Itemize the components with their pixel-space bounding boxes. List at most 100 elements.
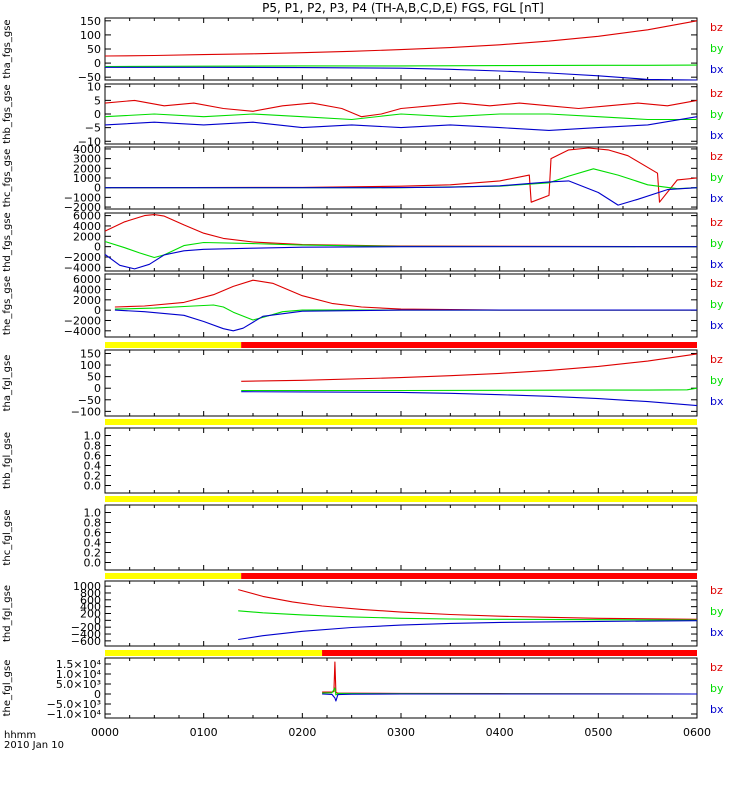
status-bar [105,419,697,425]
legend-by: by [710,374,724,387]
y-axis-label: the_fgl_gse [2,660,13,717]
y-tick-label: 0.0 [84,480,102,493]
legend-bx: bx [710,395,724,408]
series-group [104,99,698,131]
series-line-bz [322,661,698,695]
y-tick-label: 0 [94,57,101,70]
y-tick-label: −4000 [64,261,101,274]
y-axis-label: thb_fgs_gse [2,84,13,143]
y-tick-label: 5 [94,94,101,107]
plot-title: P5, P1, P2, P3, P4 (TH-A,B,C,D,E) FGS, F… [262,1,544,15]
x-tick-label: 0300 [387,726,415,739]
legend-bz: bz [710,661,723,674]
x-tick-label: 0400 [486,726,514,739]
legend-by: by [710,298,724,311]
y-axis-label: the_fgs_gse [2,276,13,335]
y-axis-label: thc_fgl_gse [2,509,13,565]
series-group [104,147,698,206]
series-group [322,661,698,702]
y-tick-label: 3000 [73,153,101,166]
y-tick-label: 0.8 [84,517,102,530]
series-line-by [114,304,697,321]
y-tick-label: 0.2 [84,547,102,560]
y-tick-label: −200 [71,621,101,634]
status-bar [105,496,697,502]
series-line-bx [322,693,697,702]
panel-frame [104,657,698,719]
y-tick-label: 0 [94,614,101,627]
y-axis-label: thd_fgl_gse [2,585,13,642]
y-tick-label: 0 [94,241,101,254]
legend-bx: bx [710,192,724,205]
y-tick-label: −5 [85,122,101,135]
series-line-bx [105,66,698,81]
legend-bz: bz [710,150,723,163]
y-tick-label: 50 [87,43,101,56]
series-group [104,20,698,81]
series-line-bz [104,20,698,57]
legend-bz: bz [710,216,723,229]
series-line-by [104,113,697,121]
status-bar-ok [105,342,242,348]
y-tick-label: 1.0×10⁴ [56,668,102,681]
legend-bx: bx [710,319,724,332]
date-label: 2010 Jan 10 [4,740,64,751]
y-axis-label: tha_fgs_gse [2,19,13,78]
y-tick-label: −1.0×10⁴ [47,708,102,721]
panel-frame [104,146,698,210]
y-tick-label: 800 [80,587,101,600]
series-line-bx [105,180,698,206]
legend-bz: bz [710,21,723,34]
legend-bx: bx [710,626,724,639]
y-tick-label: −400 [71,628,101,641]
y-tick-label: 0 [94,304,101,317]
legend-bz: bz [710,584,723,597]
y-axis-label: thc_fgs_gse [2,149,13,208]
status-bar-ok [105,573,242,579]
y-tick-label: 150 [80,15,101,28]
y-tick-label: 4000 [73,143,101,156]
series-line-by [104,64,698,68]
series-line-bx [114,309,697,332]
y-tick-label: 100 [80,29,101,42]
legend-bx: bx [710,258,724,271]
series-line-bx [104,246,697,270]
y-tick-label: 0.0 [84,557,102,570]
x-axis: 0000 0100 0200 0300 0400 0500 0600 [91,726,711,739]
status-bar-ok [105,496,697,502]
status-bar-flag [322,650,697,656]
y-tick-label: −1000 [64,191,101,204]
x-tick-label: 0500 [584,726,612,739]
y-tick-label: −4000 [64,325,101,338]
y-tick-label: −5.0×10³ [47,698,101,711]
x-tick-label: 0100 [190,726,218,739]
series-line-bz [241,353,698,382]
y-axis-label: thb_fgl_gse [2,432,13,489]
y-tick-label: 2000 [73,294,101,307]
y-tick-label: −2000 [64,314,101,327]
series-line-bx [104,116,698,131]
y-tick-label: 100 [80,359,101,372]
legend-by: by [710,108,724,121]
panel-frame [104,580,698,647]
legend-by: by [710,171,724,184]
y-tick-label: 1.5×10⁴ [56,658,102,671]
legend-by: by [710,682,724,695]
y-tick-label: 6000 [73,273,101,286]
y-tick-label: −50 [78,71,101,84]
y-tick-label: 5.0×10³ [56,678,101,691]
status-bar-flag [241,573,697,579]
status-bar [105,342,697,348]
series-line-bz [104,99,698,118]
x-tick-label: 0200 [288,726,316,739]
status-bar [105,573,697,579]
x-axis-label: hhmm [4,730,36,741]
y-tick-label: −600 [71,635,101,648]
y-tick-label: 200 [80,608,101,621]
legend-bz: bz [710,87,723,100]
